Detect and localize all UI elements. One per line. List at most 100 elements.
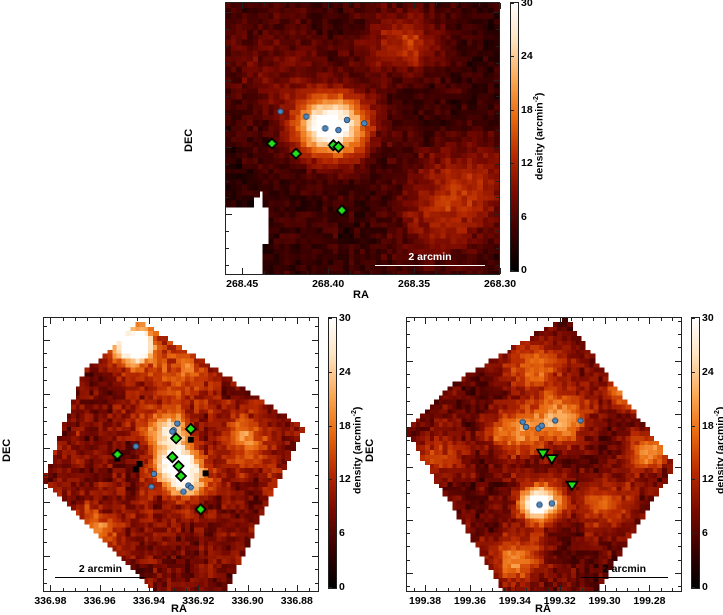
x-minor-tick-top — [392, 3, 394, 6]
y-minor-tick — [44, 461, 47, 463]
y-minor-tick-right — [678, 374, 681, 375]
y-minor-tick-right — [315, 447, 318, 449]
x-minor-tick — [425, 588, 427, 591]
y-minor-tick — [407, 466, 410, 468]
colorbar-tick-label: 18 — [521, 103, 533, 116]
x-major-tick-top — [242, 3, 244, 9]
x-major-tick-top — [414, 3, 416, 9]
x-minor-tick — [447, 588, 449, 591]
x-major-tick-top — [148, 318, 150, 324]
x-minor-tick-top — [306, 3, 308, 6]
y-minor-tick-right — [678, 334, 681, 336]
x-minor-tick-top — [222, 318, 224, 321]
x-minor-tick — [671, 588, 673, 591]
x-tick-label: 336.94 — [132, 595, 166, 607]
x-tick-label: 199.36 — [453, 595, 486, 607]
y-minor-tick — [226, 79, 229, 81]
x-minor-tick-top — [198, 318, 200, 321]
y-minor-tick — [226, 113, 229, 115]
y-minor-tick — [407, 533, 410, 535]
y-minor-tick — [226, 130, 229, 132]
x-tick-label: 268.45 — [226, 278, 259, 290]
x-minor-tick — [185, 588, 187, 591]
x-minor-tick — [414, 271, 416, 274]
x-minor-tick-top — [210, 318, 212, 321]
colorbar-title: density (arcmin-2) — [351, 406, 364, 494]
y-axis-title: DEC — [1, 438, 13, 462]
x-minor-tick — [458, 588, 460, 591]
x-minor-tick-top — [638, 318, 640, 321]
y-minor-tick — [44, 393, 47, 395]
x-minor-tick-top — [99, 318, 101, 321]
x-minor-tick — [284, 588, 286, 591]
x-minor-tick — [593, 588, 595, 591]
x-minor-tick-top — [660, 318, 662, 321]
y-minor-tick-right — [315, 488, 318, 490]
x-minor-tick-top — [457, 3, 459, 6]
y-minor-tick — [407, 493, 410, 495]
y-minor-tick-right — [678, 559, 681, 561]
x-minor-tick — [173, 588, 175, 591]
y-minor-tick — [226, 146, 229, 148]
x-tick-label: 268.35 — [398, 278, 431, 290]
x-minor-tick — [638, 588, 640, 591]
x-major-tick-top — [559, 318, 561, 324]
x-minor-tick-top — [242, 3, 244, 6]
x-minor-tick-top — [548, 318, 550, 321]
y-minor-tick — [44, 420, 47, 422]
y-minor-tick-right — [315, 353, 318, 355]
x-minor-tick-top — [559, 318, 561, 321]
y-minor-tick — [407, 440, 410, 442]
x-minor-tick — [198, 588, 200, 591]
y-minor-tick-right — [315, 339, 318, 341]
colorbar-tick-label: 24 — [702, 365, 714, 378]
x-minor-tick-top — [173, 318, 175, 321]
x-minor-tick — [50, 588, 52, 591]
x-minor-tick — [481, 588, 483, 591]
y-minor-tick-right — [678, 493, 681, 495]
x-minor-tick-top — [447, 318, 449, 321]
y-minor-tick-right — [678, 519, 681, 521]
y-minor-tick — [407, 506, 410, 508]
y-minor-tick — [44, 501, 47, 503]
y-minor-tick-right — [315, 420, 318, 422]
y-minor-tick-right — [315, 474, 318, 476]
colorbar-tick-label: 6 — [521, 210, 527, 223]
colorbar-tick — [692, 479, 695, 481]
y-minor-tick-right — [496, 231, 499, 233]
y-axis-title: DEC — [364, 438, 376, 462]
x-minor-tick — [349, 271, 351, 274]
colorbar-top — [510, 2, 519, 272]
x-minor-tick-top — [413, 318, 415, 321]
x-minor-tick-top — [50, 318, 52, 321]
colorbar-tick — [511, 109, 514, 111]
x-minor-tick — [503, 588, 505, 591]
x-minor-tick — [309, 588, 311, 591]
y-minor-tick — [407, 453, 410, 455]
y-minor-tick-right — [315, 528, 318, 530]
y-major-tick — [44, 555, 50, 557]
x-minor-tick — [469, 588, 471, 591]
x-minor-tick — [112, 588, 113, 591]
x-minor-tick — [247, 588, 249, 591]
y-major-tick — [407, 519, 413, 521]
x-minor-tick-top — [469, 318, 471, 321]
y-minor-tick — [226, 12, 229, 14]
y-minor-tick — [407, 387, 410, 389]
colorbar-tick-label: 30 — [702, 312, 714, 324]
colorbar-tick — [329, 479, 332, 481]
y-major-tick — [407, 466, 413, 468]
y-minor-tick-right — [315, 366, 318, 368]
x-minor-tick-top — [615, 318, 617, 321]
x-minor-tick — [435, 271, 437, 274]
y-major-tick — [44, 339, 50, 341]
y-minor-tick — [226, 28, 229, 30]
x-minor-tick — [649, 588, 651, 591]
y-minor-tick-right — [678, 586, 681, 588]
y-minor-tick-right — [496, 264, 499, 266]
y-minor-tick — [44, 474, 47, 476]
x-minor-tick — [392, 271, 394, 274]
y-minor-tick — [407, 427, 410, 429]
colorbar-tick-label: 0 — [521, 264, 527, 276]
x-minor-tick-top — [284, 318, 286, 321]
